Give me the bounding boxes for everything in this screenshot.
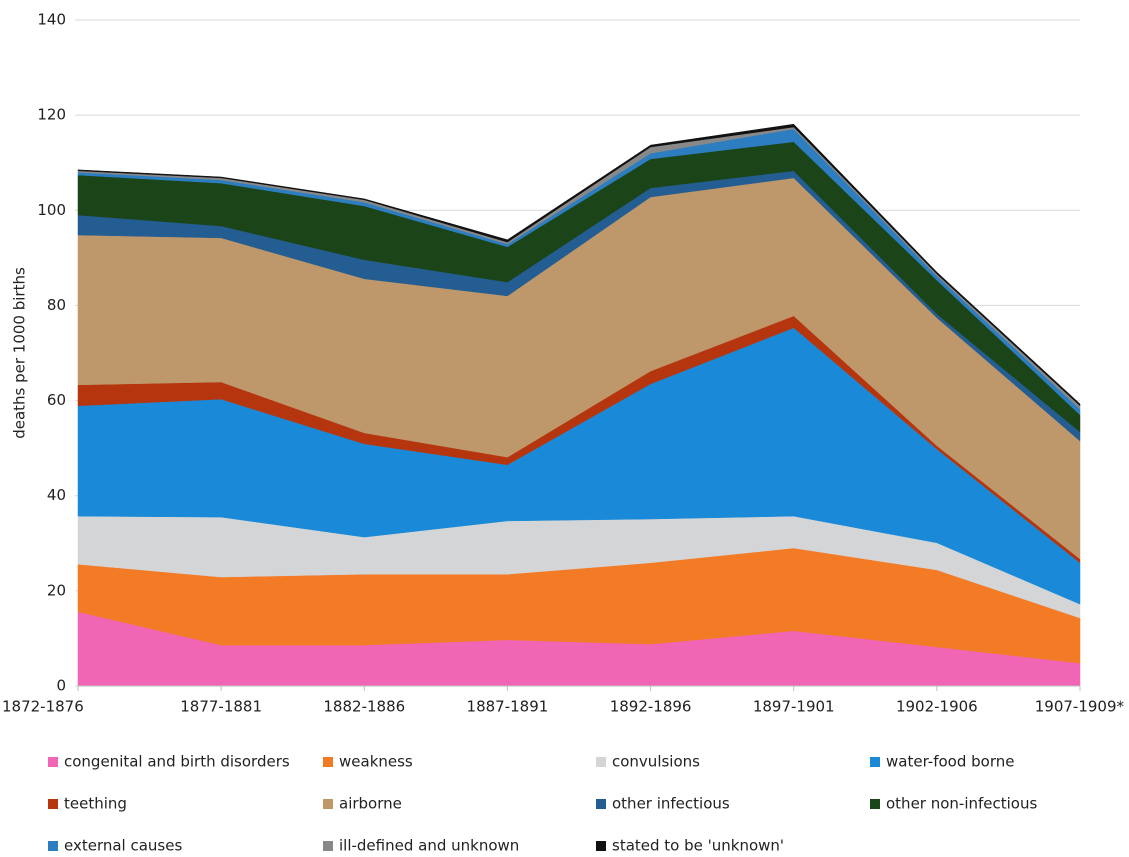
legend-swatch	[48, 841, 58, 851]
legend-swatch	[323, 757, 333, 767]
legend-label: congenital and birth disorders	[64, 753, 290, 771]
legend-label: weakness	[339, 753, 413, 771]
y-tick-label: 120	[37, 106, 66, 124]
legend-swatch	[596, 757, 606, 767]
y-tick-label: 80	[47, 296, 66, 314]
legend-label: external causes	[64, 837, 182, 855]
y-tick-label: 40	[47, 486, 66, 504]
x-tick-label: 1872-1876	[2, 698, 84, 716]
legend-label: other infectious	[612, 795, 730, 813]
x-tick-label: 1877-1881	[180, 698, 262, 716]
legend-swatch	[323, 799, 333, 809]
area	[77, 123, 1081, 407]
y-tick-label: 20	[47, 581, 66, 599]
legend-swatch	[48, 757, 58, 767]
x-tick-label: 1907-1909*	[1035, 698, 1125, 716]
y-tick-label: 60	[47, 391, 66, 409]
legend-label: other non-infectious	[886, 795, 1037, 813]
y-tick-label: 140	[37, 11, 66, 29]
legend-swatch	[48, 799, 58, 809]
y-tick-label: 100	[37, 201, 66, 219]
y-axis-label: deaths per 1000 births	[11, 267, 29, 439]
legend-label: teething	[64, 795, 127, 813]
legend-swatch	[323, 841, 333, 851]
legend-swatch	[870, 757, 880, 767]
legend-label: convulsions	[612, 753, 700, 771]
legend-label: ill-defined and unknown	[339, 837, 519, 855]
legend-swatch	[596, 841, 606, 851]
legend-swatch	[596, 799, 606, 809]
x-tick-label: 1902-1906	[896, 698, 978, 716]
legend-swatch	[870, 799, 880, 809]
y-tick-label: 0	[56, 677, 66, 695]
x-tick-label: 1892-1896	[610, 698, 692, 716]
x-tick-label: 1882-1886	[323, 698, 405, 716]
legend-label: water-food borne	[886, 753, 1014, 771]
x-tick-label: 1897-1901	[753, 698, 835, 716]
x-tick-label: 1887-1891	[467, 698, 549, 716]
legend-label: stated to be 'unknown'	[612, 837, 784, 855]
legend-label: airborne	[339, 795, 402, 813]
